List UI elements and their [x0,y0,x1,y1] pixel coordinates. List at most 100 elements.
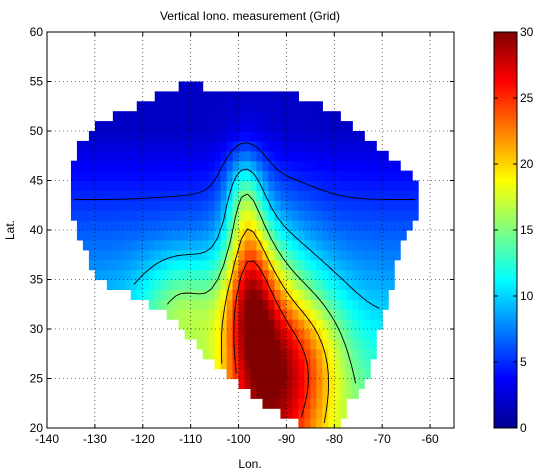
heatmap-cell [286,348,293,360]
heatmap-cell [310,418,317,428]
heatmap-cell [136,200,144,211]
heatmap-cell [106,121,114,132]
heatmap-cell [286,309,293,320]
heatmap-cell [286,269,293,281]
heatmap-cell [238,160,246,172]
heatmap-cell [142,249,150,261]
heatmap-cell [256,259,264,271]
heatmap-cell [82,190,90,201]
heatmap-cell [250,160,258,172]
heatmap-cell [88,210,96,221]
colorbar-tick-label: 0 [520,421,527,435]
heatmap-cell [412,200,419,211]
heatmap-cell [298,418,305,428]
heatmap-cell [340,309,347,320]
heatmap-cell [364,348,371,360]
heatmap-cell [304,200,311,211]
heatmap-cell [340,230,347,241]
heatmap-cell [334,378,341,389]
heatmap-cell [262,210,270,221]
heatmap-cell [400,230,407,241]
heatmap-cell [208,239,216,251]
heatmap-cell [100,190,108,201]
heatmap-cell [184,200,192,211]
heatmap-cell [178,230,186,241]
heatmap-cell [166,140,174,152]
heatmap-cell [316,418,323,428]
heatmap-cell [364,160,371,172]
heatmap-cell [280,91,288,102]
heatmap-cell [172,111,180,122]
heatmap-cell [244,249,252,261]
heatmap-cell [334,160,341,172]
heatmap-cell [304,418,311,428]
heatmap-cell [412,180,419,191]
colorbar-tick-label: 10 [520,289,534,303]
heatmap-cell [262,348,270,360]
heatmap-cell [154,121,162,132]
heatmap-cell [190,170,198,182]
heatmap-cell [82,180,90,191]
heatmap-cell [250,299,258,310]
heatmap-cell [184,220,192,231]
heatmap-cell [238,249,246,261]
heatmap-cell [370,309,377,320]
heatmap-cell [262,111,270,122]
heatmap-cell [286,131,293,142]
heatmap-cell [130,150,138,162]
heatmap-cell [268,388,276,399]
heatmap-cell [196,131,204,142]
heatmap-cell [346,121,353,132]
heatmap-cell [88,220,96,231]
heatmap-cell [376,200,383,211]
contour-line [233,260,309,418]
heatmap-cell [334,309,341,320]
heatmap-cell [358,279,365,290]
heatmap-cell [118,259,126,271]
heatmap-cell [364,319,371,330]
heatmap-cell [226,348,234,360]
heatmap-cell [214,160,222,172]
heatmap-cell [184,180,192,191]
heatmap-cell [232,259,240,271]
heatmap-cell [292,180,299,191]
heatmap-cell [124,140,132,152]
heatmap-cell [148,180,156,191]
heatmap-cell [316,329,323,340]
heatmap-cell [220,348,228,360]
heatmap-cell [148,121,156,132]
heatmap-cell [298,348,305,360]
heatmap-cell [370,220,377,231]
heatmap-cell [232,180,240,191]
heatmap-cell [160,160,168,172]
heatmap-cell [394,239,401,251]
heatmap-cell [358,200,365,211]
heatmap-cell [382,289,389,300]
heatmap-cell [388,210,395,221]
heatmap-cell [340,358,347,370]
y-tick-label: 30 [30,322,44,336]
heatmap-cell [280,150,288,162]
heatmap-cell [232,269,240,281]
heatmap-cell [250,210,258,221]
heatmap-cell [340,338,347,350]
y-tick-label: 20 [30,421,44,435]
heatmap-cell [262,279,270,290]
heatmap-cell [280,140,288,152]
heatmap-cell [370,289,377,300]
heatmap-cell [322,319,329,330]
heatmap-cell [76,200,84,211]
heatmap-cell [94,230,102,241]
heatmap-cell [298,111,305,122]
heatmap-cell [364,210,371,221]
heatmap-cell [358,289,365,300]
heatmap-cell [262,338,270,350]
heatmap-cell [328,239,335,251]
heatmap-cell [364,170,371,182]
heatmap-cell [202,121,210,132]
heatmap-cell [316,378,323,389]
heatmap-cell [202,190,210,201]
heatmap-cell [268,329,276,340]
heatmap-cell [340,348,347,360]
heatmap-cell [310,230,317,241]
